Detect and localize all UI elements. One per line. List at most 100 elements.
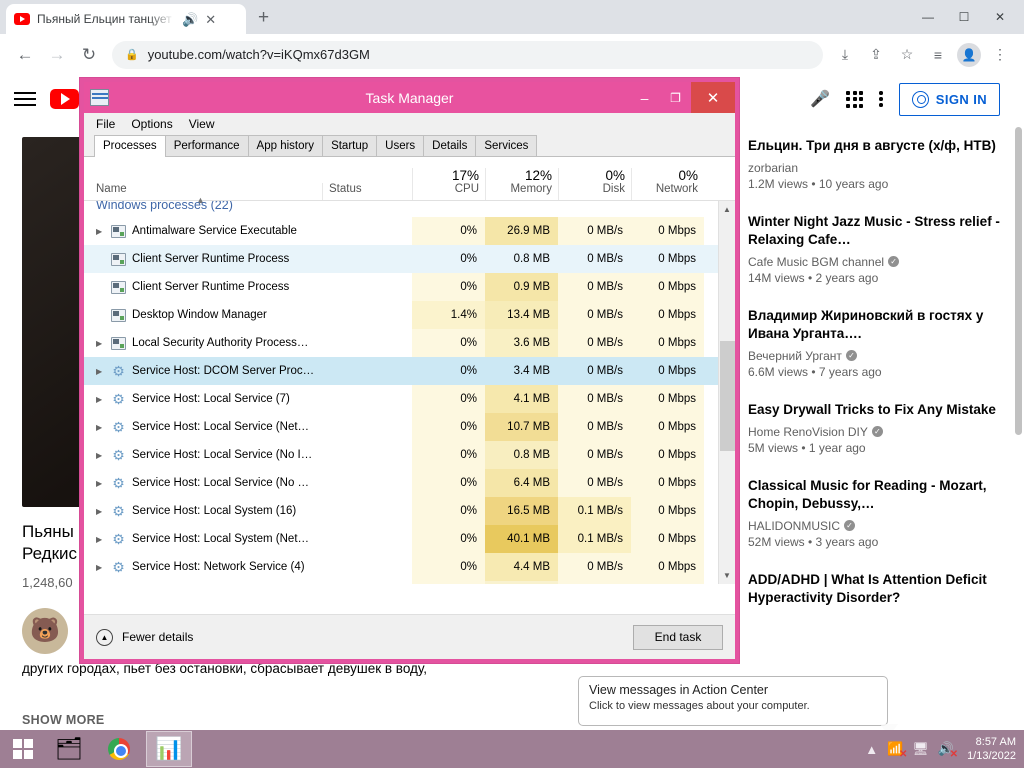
tab-startup[interactable]: Startup bbox=[322, 135, 378, 156]
channel-name: Вечерний Ургант bbox=[748, 348, 842, 363]
menu-view[interactable]: View bbox=[188, 117, 215, 131]
browser-tab[interactable]: Пьяный Ельцин танцует и п 🔊 ✕ bbox=[6, 4, 246, 34]
chrome-menu-icon[interactable]: ⋮ bbox=[993, 46, 1007, 62]
kebab-menu-icon[interactable] bbox=[879, 91, 883, 107]
menu-file[interactable]: File bbox=[96, 117, 116, 131]
browser-maximize-button[interactable]: ☐ bbox=[958, 10, 970, 24]
column-header-cpu[interactable]: 17% CPU bbox=[412, 168, 485, 200]
tab-users[interactable]: Users bbox=[376, 135, 425, 156]
task-manager-taskbar-icon[interactable]: 📊 bbox=[146, 731, 192, 767]
new-tab-button[interactable]: + bbox=[258, 7, 270, 28]
profile-avatar-icon[interactable]: 👤 bbox=[955, 41, 983, 69]
end-task-button[interactable]: End task bbox=[633, 624, 723, 650]
process-row[interactable]: ▶ Service Host: Network Service (4) 0%4.4 … bbox=[84, 553, 735, 581]
recommended-video[interactable]: Winter Night Jazz Music - Stress relief … bbox=[748, 213, 1006, 285]
show-hidden-icons[interactable]: ▲ bbox=[865, 741, 879, 757]
process-row[interactable]: ▶ Service Host: Local Service (7) 0%4.1 MB… bbox=[84, 385, 735, 413]
tab-app-history[interactable]: App history bbox=[247, 135, 324, 156]
process-row[interactable]: ▶ Service Host: DCOM Server Proc… 0% 3.4 MB… bbox=[84, 357, 735, 385]
process-cpu-cell: 1.4% bbox=[412, 301, 485, 329]
expand-arrow-icon[interactable]: ▶ bbox=[96, 562, 103, 572]
process-row[interactable]: ▶ Service Host: Local Service (No I… 0%0.8… bbox=[84, 441, 735, 469]
youtube-logo[interactable] bbox=[50, 89, 79, 109]
process-row[interactable]: Client Server Runtime Process 0% 0.9 MB 0 M… bbox=[84, 273, 735, 301]
tab-services[interactable]: Services bbox=[475, 135, 538, 156]
tab-audio-icon[interactable]: 🔊 bbox=[182, 11, 199, 27]
task-manager-title-bar[interactable]: Task Manager – ❐ ✕ bbox=[84, 82, 735, 113]
tm-minimize-button[interactable]: – bbox=[640, 89, 649, 106]
process-disk-cell: 0 MB/s bbox=[558, 581, 631, 584]
hamburger-icon[interactable] bbox=[14, 92, 36, 106]
page-scrollbar[interactable] bbox=[1013, 75, 1024, 730]
tab-processes[interactable]: Processes bbox=[94, 135, 166, 157]
chrome-icon[interactable] bbox=[96, 731, 142, 767]
network-error-icon[interactable]: 📶 ✕ bbox=[887, 741, 908, 760]
expand-arrow-icon[interactable]: ▶ bbox=[96, 422, 103, 432]
process-rows-host: ▶ Antimalware Service Executable 0% 26.9 MB… bbox=[84, 201, 735, 584]
process-row[interactable]: ▶ Service Host: Local Service (No … 0%6.4 … bbox=[84, 469, 735, 497]
column-header-name[interactable]: ▲ Name bbox=[96, 183, 205, 205]
column-header-network[interactable]: 0% Network bbox=[631, 168, 704, 200]
process-cpu-cell: 0% bbox=[412, 217, 485, 245]
process-row[interactable]: Desktop Window Manager 1.4% 13.4 MB 0 MB/s 0… bbox=[84, 301, 735, 329]
expand-arrow-icon[interactable]: ▶ bbox=[96, 338, 103, 348]
browser-close-button[interactable]: ✕ bbox=[994, 10, 1006, 24]
process-row[interactable]: Client Server Runtime Process 0% 0.8 MB 0 M… bbox=[84, 245, 735, 273]
process-name-label: Client Server Runtime Process bbox=[132, 281, 290, 293]
recommended-video[interactable]: ADD/ADHD | What Is Attention Deficit Hyp… bbox=[748, 571, 1006, 607]
recommended-video[interactable]: Владимир Жириновский в гостях у Ивана Ур… bbox=[748, 307, 1006, 379]
tab-close-icon[interactable]: ✕ bbox=[205, 11, 217, 27]
scroll-up-icon[interactable]: ▲ bbox=[719, 201, 735, 218]
tab-details[interactable]: Details bbox=[423, 135, 477, 156]
channel-avatar[interactable]: 🐻 bbox=[22, 607, 68, 654]
process-list-scrollbar[interactable]: ▲ ▼ bbox=[718, 201, 735, 584]
tm-maximize-button[interactable]: ❐ bbox=[670, 90, 681, 105]
expand-arrow-icon[interactable]: ▶ bbox=[96, 394, 103, 404]
recommended-video[interactable]: Classical Music for Reading - Mozart, Ch… bbox=[748, 477, 1006, 549]
sign-in-button[interactable]: SIGN IN bbox=[898, 82, 1000, 116]
process-name-cell: ▶ Service Host: Local Service (No I… bbox=[84, 449, 322, 462]
expand-arrow-icon[interactable]: ▶ bbox=[96, 450, 103, 460]
menu-options[interactable]: Options bbox=[131, 117, 173, 131]
column-header-disk[interactable]: 0% Disk bbox=[558, 168, 631, 200]
reload-button[interactable]: ↻ bbox=[81, 44, 97, 64]
back-button[interactable]: ← bbox=[16, 44, 34, 64]
volume-muted-icon[interactable]: 🔊 ✕ bbox=[937, 741, 959, 760]
expand-arrow-icon[interactable]: ▶ bbox=[96, 506, 103, 516]
apps-grid-icon[interactable] bbox=[846, 90, 864, 108]
expand-arrow-icon[interactable]: ▶ bbox=[96, 534, 103, 544]
tab-performance[interactable]: Performance bbox=[164, 135, 249, 156]
taskbar-clock[interactable]: 8:57 AM 1/13/2022 bbox=[967, 735, 1016, 763]
scroll-down-icon[interactable]: ▼ bbox=[719, 567, 735, 584]
recommended-video[interactable]: Easy Drywall Tricks to Fix Any Mistake H… bbox=[748, 401, 1006, 455]
browser-minimize-button[interactable]: — bbox=[922, 10, 934, 24]
fewer-details-button[interactable]: ▲ Fewer details bbox=[96, 628, 193, 646]
expand-arrow-icon[interactable]: ▶ bbox=[96, 478, 103, 488]
file-explorer-icon[interactable]: 🗂 bbox=[55, 736, 83, 761]
expand-arrow-icon[interactable]: ▶ bbox=[96, 226, 103, 236]
process-row[interactable]: ▶ Service Host: Local System (Net… 0%40.1 … bbox=[84, 525, 735, 553]
windows-start-icon[interactable] bbox=[0, 730, 46, 768]
display-icon[interactable]: 🖥 bbox=[912, 741, 929, 756]
group-header-windows-processes[interactable]: Windows processes (22) bbox=[96, 201, 233, 212]
forward-button[interactable]: → bbox=[48, 44, 66, 64]
microphone-icon[interactable]: 🎤 bbox=[810, 91, 831, 108]
process-row[interactable]: ▶ Local Security Authority Process… 0% 3.6 … bbox=[84, 329, 735, 357]
reading-list-icon[interactable]: ≡ bbox=[933, 46, 943, 63]
process-row[interactable]: ▶ Antimalware Service Executable 0% 26.9 MB… bbox=[84, 217, 735, 245]
share-icon[interactable]: ⇪ bbox=[870, 46, 882, 62]
column-header-memory[interactable]: 12% Memory bbox=[485, 168, 558, 200]
address-bar[interactable]: 🔒 youtube.com/watch?v=iKQmx67d3GM bbox=[112, 40, 823, 69]
bookmark-star-icon[interactable]: ☆ bbox=[900, 46, 914, 62]
process-row[interactable]: ▶ Service Host: Local System (16) 0%16.5 M… bbox=[84, 497, 735, 525]
download-icon[interactable]: ⤓ bbox=[841, 46, 849, 62]
scrollbar-thumb[interactable] bbox=[720, 341, 735, 451]
page-scrollbar-thumb[interactable] bbox=[1015, 127, 1022, 435]
tm-close-button[interactable]: ✕ bbox=[691, 82, 735, 113]
process-row[interactable]: ▶ Service Host: Local Service (Net… 0%10.7… bbox=[84, 413, 735, 441]
process-row[interactable]: ▶Service Host: Network Service (…0%0.6 M… bbox=[84, 581, 735, 584]
show-more-button[interactable]: SHOW MORE bbox=[22, 713, 105, 727]
expand-arrow-icon[interactable]: ▶ bbox=[96, 366, 103, 376]
recommended-video[interactable]: Ельцин. Три дня в августе (х/ф, НТВ) zor… bbox=[748, 137, 1006, 191]
column-header-status[interactable]: Status bbox=[322, 183, 412, 200]
